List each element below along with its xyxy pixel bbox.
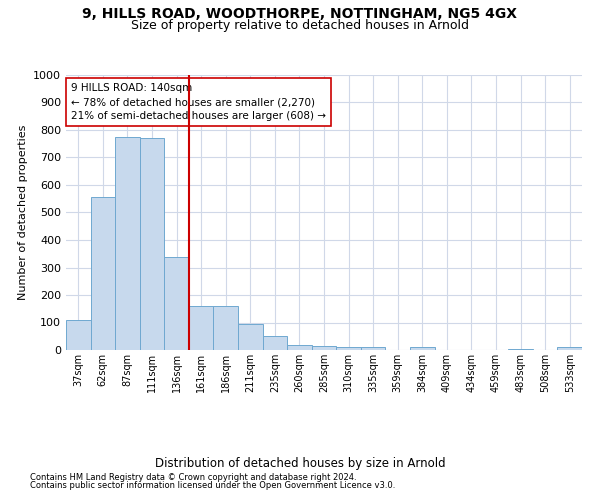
Bar	[410, 347, 434, 350]
Text: Contains public sector information licensed under the Open Government Licence v3: Contains public sector information licen…	[30, 481, 395, 490]
Text: 9 HILLS ROAD: 140sqm
← 78% of detached houses are smaller (2,270)
21% of semi-de: 9 HILLS ROAD: 140sqm ← 78% of detached h…	[71, 83, 326, 121]
Y-axis label: Number of detached properties: Number of detached properties	[17, 125, 28, 300]
Bar	[361, 347, 385, 350]
Bar	[140, 138, 164, 350]
Bar	[238, 324, 263, 350]
Bar	[336, 347, 361, 350]
Bar	[312, 346, 336, 350]
Bar	[557, 347, 582, 350]
Bar	[91, 198, 115, 350]
Bar	[164, 256, 189, 350]
Bar	[189, 306, 214, 350]
Text: Contains HM Land Registry data © Crown copyright and database right 2024.: Contains HM Land Registry data © Crown c…	[30, 472, 356, 482]
Bar	[214, 306, 238, 350]
Text: 9, HILLS ROAD, WOODTHORPE, NOTTINGHAM, NG5 4GX: 9, HILLS ROAD, WOODTHORPE, NOTTINGHAM, N…	[83, 8, 517, 22]
Bar	[66, 320, 91, 350]
Text: Distribution of detached houses by size in Arnold: Distribution of detached houses by size …	[155, 458, 445, 470]
Bar	[508, 348, 533, 350]
Bar	[115, 137, 140, 350]
Text: Size of property relative to detached houses in Arnold: Size of property relative to detached ho…	[131, 19, 469, 32]
Bar	[263, 336, 287, 350]
Bar	[287, 344, 312, 350]
